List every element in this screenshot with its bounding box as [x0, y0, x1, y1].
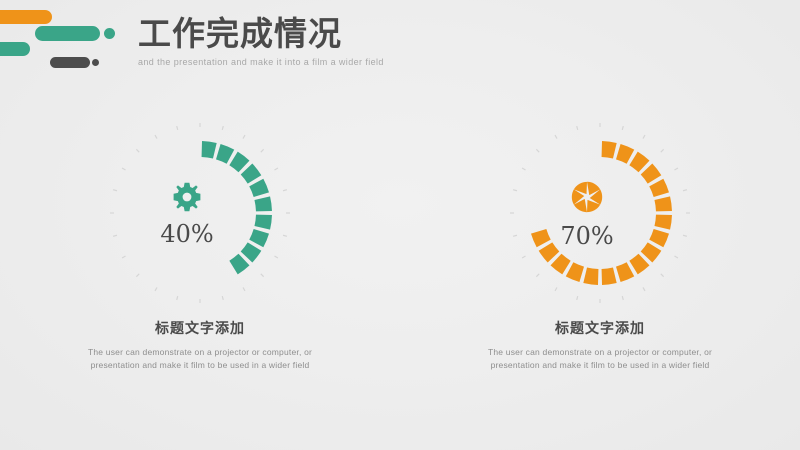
- gauge-left: 40%: [105, 118, 295, 308]
- green-pill-mid-decoration: [35, 26, 100, 41]
- gauge-segment: [531, 228, 551, 248]
- panel-left-heading: 标题文字添加: [155, 321, 245, 337]
- gauge-segment: [640, 242, 662, 263]
- gauge-right-svg: [510, 123, 690, 303]
- orange-pill-decoration: [0, 10, 52, 24]
- gauge-left-segments: [201, 141, 272, 275]
- gauge-segment: [615, 144, 635, 164]
- gauge-segment: [649, 228, 669, 248]
- gauge-segment: [254, 196, 272, 212]
- gauge-segment: [601, 267, 617, 285]
- gauge-segment: [601, 141, 617, 159]
- green-dot-decoration: [104, 28, 115, 39]
- gauge-segment: [565, 262, 585, 282]
- gauge-segment: [254, 214, 272, 230]
- gauge-segment: [583, 267, 599, 285]
- dark-pill-decoration: [50, 57, 90, 68]
- page-title: 工作完成情况: [138, 14, 342, 53]
- panel-right: 70% 标题文字添加 The user can demonstrate on a…: [400, 118, 800, 372]
- gauge-left-ticks: [110, 123, 290, 303]
- gauge-segment: [240, 163, 262, 184]
- gauge-segment: [240, 242, 262, 263]
- gauge-segment: [649, 178, 669, 198]
- panel-left: 40% 标题文字添加 The user can demonstrate on a…: [0, 118, 400, 372]
- page-subtitle: and the presentation and make it into a …: [138, 57, 384, 67]
- panel-left-description: The user can demonstrate on a projector …: [87, 347, 313, 370]
- gauge-segment: [629, 253, 650, 275]
- gauge-left-svg: [110, 123, 290, 303]
- gauge-segment: [654, 196, 672, 212]
- gauge-segment: [538, 242, 560, 263]
- gauge-segment: [249, 228, 269, 248]
- gauge-right-ticks: [510, 123, 690, 303]
- gauge-segment: [550, 253, 571, 275]
- dark-dot-decoration: [92, 59, 99, 66]
- gauge-segment: [229, 253, 250, 275]
- title-block: 工作完成情况 and the presentation and make it …: [138, 14, 558, 68]
- gauge-segment: [229, 151, 250, 173]
- gauge-segment: [654, 214, 672, 230]
- gauge-segment: [640, 163, 662, 184]
- green-pill-left-decoration: [0, 42, 30, 56]
- gauge-segment: [629, 151, 650, 173]
- gauge-segment: [249, 178, 269, 198]
- panel-container: 40% 标题文字添加 The user can demonstrate on a…: [0, 118, 800, 372]
- panel-right-heading: 标题文字添加: [555, 321, 645, 337]
- gauge-segment: [215, 144, 235, 164]
- panel-right-description: The user can demonstrate on a projector …: [487, 347, 713, 370]
- gauge-segment: [615, 262, 635, 282]
- gauge-right: 70%: [505, 118, 695, 308]
- gauge-right-segments: [531, 141, 672, 285]
- gauge-segment: [201, 141, 217, 159]
